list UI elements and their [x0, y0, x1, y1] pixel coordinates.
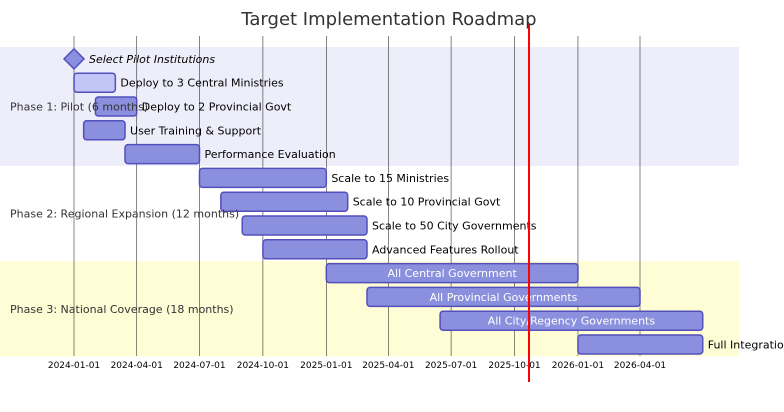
axis-tick-label: 2024-04-01: [111, 361, 163, 371]
task-bar: [366, 286, 641, 308]
task-label: All Provincial Governments: [430, 291, 578, 304]
task-label: Scale to 50 City Governments: [372, 220, 537, 233]
axis-tick-label: 2025-01-01: [300, 361, 352, 371]
task-bar: [241, 215, 368, 236]
axis-tick-label: 2026-04-01: [614, 361, 666, 371]
task-bar: [124, 143, 201, 165]
task-bar: [325, 262, 579, 284]
section-label: Phase 3: National Coverage (18 months): [10, 303, 234, 316]
task-bar: [73, 72, 117, 93]
task-bar: [94, 96, 138, 117]
section-band: [0, 166, 739, 262]
task-bar: [220, 191, 349, 212]
task-label: Deploy to 2 Provincial Govt: [142, 101, 292, 114]
axis-tick-label: 2025-07-01: [425, 361, 477, 371]
section-backgrounds: [0, 47, 739, 357]
axis-tick-label: 2024-07-01: [173, 361, 225, 371]
task-label: Scale to 15 Ministries: [331, 172, 449, 185]
milestone-marker: [62, 47, 86, 70]
task-bar: [439, 310, 704, 331]
task-bar: [577, 334, 704, 355]
task-label: Advanced Features Rollout: [372, 243, 519, 256]
axis-tick-label: 2026-01-01: [552, 361, 604, 371]
task-label: User Training & Support: [130, 124, 262, 137]
chart-title: Target Implementation Roadmap: [240, 9, 536, 30]
task-label: Scale to 10 Provincial Govt: [353, 196, 501, 209]
task-bar: [198, 167, 328, 189]
section-label: Phase 1: Pilot (6 months): [10, 101, 148, 114]
task-bar: [262, 239, 368, 260]
axis-tick-label: 2025-10-01: [488, 361, 540, 371]
task-bar: [82, 120, 126, 141]
section-labels: Phase 1: Pilot (6 months) Phase 2: Region…: [10, 101, 239, 316]
task-label: Performance Evaluation: [204, 148, 335, 161]
axis-tick-label: 2024-10-01: [237, 361, 289, 371]
axis-tick-label: 2025-04-01: [362, 361, 414, 371]
task-label: Full Integration & Optimization: [708, 339, 784, 352]
axis-tick-label: 2024-01-01: [48, 361, 100, 371]
task-label: Deploy to 3 Central Ministries: [120, 77, 284, 90]
section-label: Phase 2: Regional Expansion (12 months): [10, 208, 239, 221]
task-label: All City/Regency Governments: [488, 315, 656, 328]
task-label: All Central Government: [387, 267, 517, 280]
milestone-label: Select Pilot Institutions: [89, 53, 215, 66]
